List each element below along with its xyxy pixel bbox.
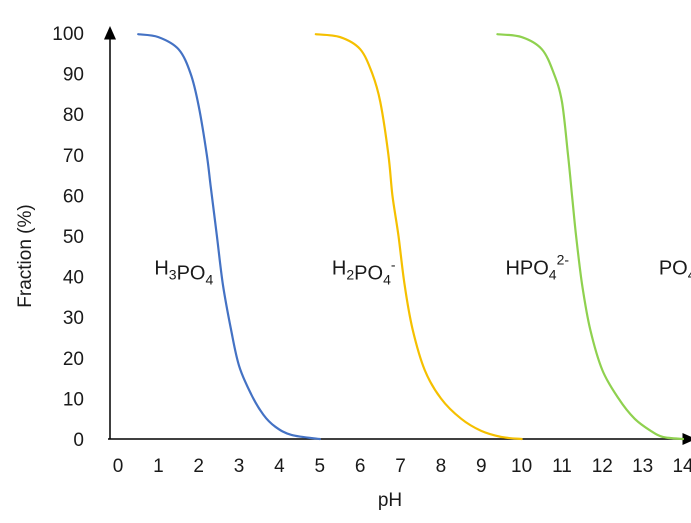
y-tick-label: 100 xyxy=(52,24,84,45)
species-label-part: PO xyxy=(659,257,688,279)
y-tick-label: 0 xyxy=(73,430,84,451)
y-tick-label: 60 xyxy=(63,186,84,207)
y-tick-label: 40 xyxy=(63,268,84,289)
x-tick-label: 8 xyxy=(436,456,447,477)
x-tick-label: 3 xyxy=(234,456,245,477)
x-tick-label: 9 xyxy=(476,456,487,477)
y-tick-label: 20 xyxy=(63,349,84,370)
species-label-part: HPO xyxy=(505,257,548,279)
series-lines xyxy=(137,33,685,441)
y-tick-label: 10 xyxy=(63,389,84,410)
x-axis-label: pH xyxy=(378,490,402,511)
species-label-part: PO xyxy=(177,262,206,284)
y-tick-label: 80 xyxy=(63,105,84,126)
species-label-part: 4 xyxy=(205,271,213,287)
x-tick-label: 14 xyxy=(672,456,691,477)
y-tick-labels: 0 10 20 30 40 50 60 70 80 90 100 xyxy=(52,24,84,451)
species-label-1: H3PO4 xyxy=(154,257,213,287)
axes xyxy=(104,26,691,445)
species-label-part: PO xyxy=(354,262,383,284)
species-label-part: 2- xyxy=(557,251,570,267)
species-label-part: 2 xyxy=(346,266,354,282)
x-tick-label: 12 xyxy=(592,456,613,477)
species-label-part: H xyxy=(332,257,346,279)
y-tick-label: 70 xyxy=(63,146,84,167)
x-tick-label: 4 xyxy=(274,456,285,477)
species-label-part: 4 xyxy=(688,266,691,282)
series-line-1 xyxy=(137,33,321,441)
x-tick-labels: 0 1 2 3 4 5 6 7 8 9 10 11 12 13 14 xyxy=(113,456,691,477)
species-label-3: HPO42- xyxy=(505,251,569,282)
species-label-part: 3 xyxy=(169,266,177,282)
x-tick-label: 10 xyxy=(511,456,532,477)
series-line-3 xyxy=(496,33,685,441)
species-label-part: 4 xyxy=(383,271,391,287)
species-label-2: H2PO4- xyxy=(332,256,396,287)
species-label-4: PO43- xyxy=(659,251,691,282)
x-tick-label: 0 xyxy=(113,456,124,477)
species-label-part: 4 xyxy=(549,266,557,282)
y-tick-label: 30 xyxy=(63,308,84,329)
x-tick-label: 6 xyxy=(355,456,366,477)
y-tick-label: 90 xyxy=(63,65,84,86)
x-tick-label: 11 xyxy=(552,456,572,477)
x-tick-label: 5 xyxy=(315,456,326,477)
x-tick-label: 13 xyxy=(632,456,653,477)
y-tick-label: 50 xyxy=(63,227,84,248)
species-label-part: H xyxy=(154,257,168,279)
x-tick-label: 2 xyxy=(193,456,204,477)
x-tick-label: 1 xyxy=(153,456,164,477)
x-tick-label: 7 xyxy=(395,456,406,477)
species-label-part: - xyxy=(391,256,396,272)
y-axis-label: Fraction (%) xyxy=(15,204,36,307)
series-line-2 xyxy=(314,33,523,441)
